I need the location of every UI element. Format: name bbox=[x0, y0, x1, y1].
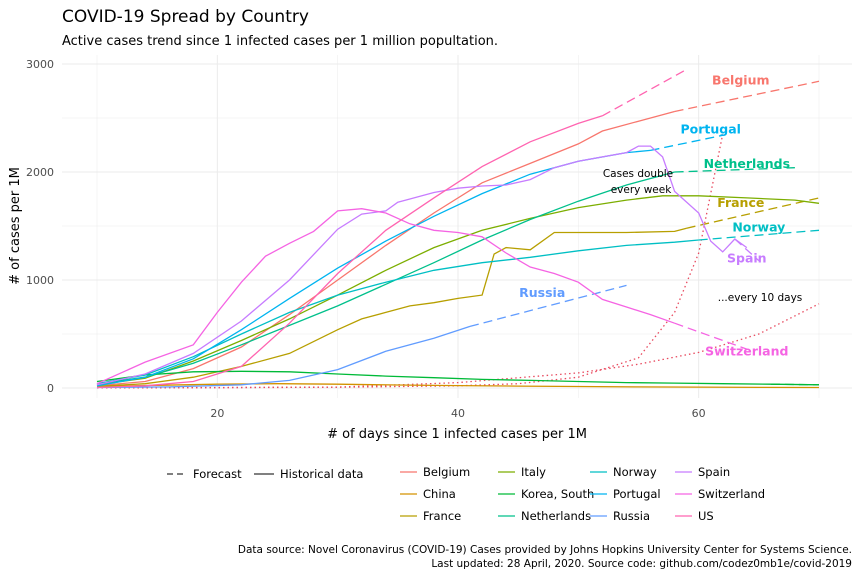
series-line-us bbox=[96, 115, 603, 389]
color-legend: Belgium China France Italy Korea, South Nethe… bbox=[400, 465, 765, 523]
end-label-netherlands: Netherlands bbox=[704, 156, 790, 171]
x-tick-label: 60 bbox=[692, 407, 706, 420]
series-line-norway bbox=[96, 239, 699, 385]
legend-label-belgium: Belgium bbox=[423, 465, 470, 479]
end-label-norway: Norway bbox=[732, 220, 785, 235]
forecast-line-us bbox=[602, 68, 687, 117]
series-line-russia bbox=[96, 325, 471, 389]
legend-label-korea-south: Korea, South bbox=[521, 487, 594, 501]
annotation-double-week-1: Cases double bbox=[603, 168, 673, 180]
end-label-france: France bbox=[717, 195, 764, 210]
x-tick-label: 40 bbox=[451, 407, 465, 420]
series-lines bbox=[96, 68, 820, 389]
grid bbox=[62, 55, 852, 398]
annotation-ten-days: ...every 10 days bbox=[718, 292, 803, 304]
end-label-russia: Russia bbox=[519, 285, 565, 300]
y-axis-title: # of cases per 1M bbox=[8, 167, 23, 285]
linetype-legend: Forecast Historical data bbox=[167, 467, 363, 481]
forecast-line-france bbox=[686, 197, 820, 229]
forecast-line-spain bbox=[734, 238, 760, 262]
legend-label-us: US bbox=[698, 509, 714, 523]
legend-label-russia: Russia bbox=[613, 509, 650, 523]
legend-label-switzerland: Switzerland bbox=[698, 487, 765, 501]
end-label-spain: Spain bbox=[727, 250, 767, 265]
caption-line-2: Last updated: 28 April, 2020. Source cod… bbox=[431, 558, 852, 570]
tick-labels: 0 1000 2000 3000 20 40 60 bbox=[26, 58, 706, 420]
legend-forecast-label: Forecast bbox=[193, 467, 242, 481]
forecast-line-belgium bbox=[674, 80, 820, 113]
legend-label-portugal: Portugal bbox=[613, 487, 661, 501]
forecast-line-portugal bbox=[650, 134, 723, 152]
series-line-china bbox=[96, 383, 820, 389]
end-label-switzerland: Switzerland bbox=[705, 343, 788, 358]
caption-line-1: Data source: Novel Coronavirus (COVID-19… bbox=[238, 544, 852, 556]
legend-label-italy: Italy bbox=[521, 465, 546, 479]
legend-label-norway: Norway bbox=[613, 465, 657, 479]
series-line-netherlands bbox=[96, 171, 675, 385]
end-labels: Belgium France Netherlands Norway Portugal Ru… bbox=[519, 73, 790, 359]
series-line-portugal bbox=[96, 149, 651, 387]
legend-label-spain: Spain bbox=[698, 465, 730, 479]
series-line-italy bbox=[96, 195, 820, 386]
legend-label-china: China bbox=[423, 487, 456, 501]
forecast-line-switzerland bbox=[674, 322, 748, 350]
forecast-line-korea-south bbox=[770, 383, 820, 386]
series-line-belgium bbox=[96, 110, 675, 387]
series-line-korea-south bbox=[96, 370, 820, 386]
y-tick-label: 3000 bbox=[26, 58, 54, 71]
legend-historical-label: Historical data bbox=[280, 467, 363, 481]
end-label-portugal: Portugal bbox=[680, 121, 740, 136]
annotation-double-week-2: every week bbox=[611, 184, 673, 196]
legend-label-france: France bbox=[423, 509, 461, 523]
y-tick-label: 0 bbox=[47, 382, 54, 395]
chart-subtitle: Active cases trend since 1 infected case… bbox=[62, 34, 498, 49]
forecast-line-netherlands bbox=[674, 167, 795, 173]
forecast-line-norway bbox=[698, 229, 820, 241]
y-tick-label: 2000 bbox=[26, 166, 54, 179]
end-label-belgium: Belgium bbox=[712, 73, 769, 88]
legend-label-netherlands: Netherlands bbox=[521, 509, 591, 523]
x-axis-title: # of days since 1 infected cases per 1M bbox=[327, 427, 587, 442]
series-line-spain bbox=[96, 145, 748, 386]
series-line-switzerland bbox=[96, 208, 675, 385]
forecast-line-russia bbox=[469, 284, 627, 328]
x-tick-label: 20 bbox=[210, 407, 224, 420]
chart-title: COVID-19 Spread by Country bbox=[62, 7, 309, 27]
series-line-france bbox=[96, 227, 687, 388]
y-tick-label: 1000 bbox=[26, 274, 54, 287]
